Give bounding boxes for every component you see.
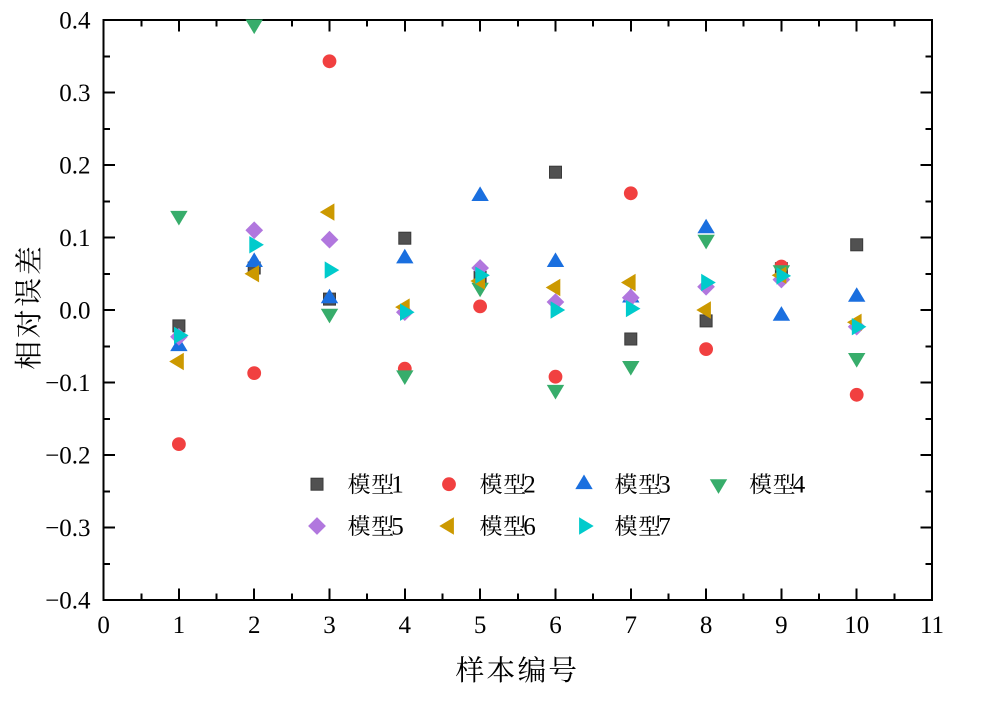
svg-text:11: 11 bbox=[920, 612, 944, 639]
svg-text:5: 5 bbox=[474, 612, 487, 639]
svg-text:9: 9 bbox=[775, 612, 788, 639]
svg-text:6: 6 bbox=[523, 513, 536, 540]
svg-text:2: 2 bbox=[248, 612, 261, 639]
svg-text:−0.3: −0.3 bbox=[45, 515, 90, 542]
svg-text:0.3: 0.3 bbox=[59, 80, 90, 107]
svg-text:−0.1: −0.1 bbox=[45, 370, 90, 397]
svg-text:−0.4: −0.4 bbox=[45, 588, 91, 615]
svg-text:0.4: 0.4 bbox=[59, 8, 91, 35]
svg-text:1: 1 bbox=[391, 472, 404, 499]
svg-text:7: 7 bbox=[658, 513, 671, 540]
svg-text:0.0: 0.0 bbox=[59, 298, 90, 325]
svg-text:0: 0 bbox=[97, 612, 110, 639]
svg-text:10: 10 bbox=[844, 612, 869, 639]
svg-text:3: 3 bbox=[658, 472, 671, 499]
svg-text:0.1: 0.1 bbox=[59, 225, 90, 252]
svg-text:5: 5 bbox=[391, 513, 404, 540]
svg-text:4: 4 bbox=[793, 472, 806, 499]
svg-text:1: 1 bbox=[173, 612, 186, 639]
svg-text:0.2: 0.2 bbox=[59, 153, 90, 180]
svg-text:8: 8 bbox=[700, 612, 713, 639]
svg-text:3: 3 bbox=[323, 612, 336, 639]
svg-text:−0.2: −0.2 bbox=[45, 443, 90, 470]
svg-text:6: 6 bbox=[549, 612, 562, 639]
svg-text:2: 2 bbox=[523, 472, 536, 499]
svg-text:4: 4 bbox=[399, 612, 412, 639]
svg-text:7: 7 bbox=[625, 612, 638, 639]
